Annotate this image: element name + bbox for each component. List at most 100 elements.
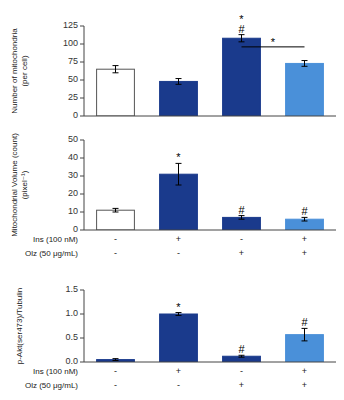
y-tick-label: 0 (73, 110, 78, 120)
error-bar (176, 163, 182, 185)
y-axis-label-line: (pixel⁻¹) (20, 170, 29, 199)
y-axis-label: p-Akt(ser473)/Tubulin (15, 288, 24, 365)
significance-mark: * (239, 13, 244, 25)
error-cap (302, 221, 308, 222)
row-cell-label: + (239, 380, 244, 390)
y-tick-label: 10 (68, 206, 78, 216)
row-cell-label: + (176, 366, 181, 376)
row-label: Olz (50 μg/mL) (25, 381, 78, 390)
row-cell-label: - (177, 248, 180, 258)
error-bar (302, 328, 308, 340)
y-tick (80, 80, 84, 81)
y-tick-label: 0.0 (65, 356, 78, 366)
y-tick (80, 158, 84, 159)
y-tick (80, 98, 84, 99)
figure: 0255075100125Number of mitochondria(per … (0, 0, 344, 400)
row-label: Ins (100 nM) (33, 235, 78, 244)
error-line (304, 217, 305, 221)
row-cell-label: - (177, 380, 180, 390)
y-axis-label: Mitochondrial Volume (count)(pixel⁻¹) (10, 133, 29, 237)
plot-area (97, 313, 324, 362)
y-axis (84, 290, 85, 362)
bar (97, 69, 135, 116)
row-cell-label: + (302, 234, 307, 244)
y-tick (80, 314, 84, 315)
error-bar (176, 79, 182, 85)
y-tick-label: 75 (68, 56, 78, 66)
y-tick-label: 0.5 (65, 332, 78, 342)
error-cap (113, 72, 119, 73)
significance-mark: * (271, 36, 276, 48)
error-bar (113, 359, 119, 361)
bar (286, 63, 324, 116)
error-line (178, 163, 179, 185)
significance-mark: * (176, 151, 181, 163)
plot-area (97, 35, 324, 116)
error-cap (239, 357, 245, 358)
y-tick-label: 0 (73, 224, 78, 234)
y-tick (80, 230, 84, 231)
error-bar (302, 217, 308, 221)
y-tick-label: 100 (63, 38, 78, 48)
bar-chart: 0.00.51.01.5p-Akt(ser473)/TubulinIns (10… (15, 284, 336, 390)
x-axis (84, 230, 336, 231)
y-axis (84, 140, 85, 230)
error-line (304, 328, 305, 340)
error-cap (113, 360, 119, 361)
error-cap (113, 358, 119, 359)
significance-mark: # (238, 343, 245, 355)
error-bar (302, 61, 308, 67)
row-cell-label: + (239, 248, 244, 258)
y-tick-label: 1.0 (65, 308, 78, 318)
error-cap (239, 41, 245, 42)
x-axis (84, 362, 336, 363)
error-line (304, 61, 305, 67)
error-line (115, 66, 116, 73)
y-tick-label: 1.5 (65, 284, 78, 294)
bar-chart: 0 10 20 30 40 50 Mitochondrial Volume (count)(… (10, 133, 336, 259)
error-cap (176, 185, 182, 186)
error-line (241, 216, 242, 220)
y-tick (80, 26, 84, 27)
bar (223, 38, 261, 116)
error-cap (176, 78, 182, 79)
y-tick-label: 50 (68, 134, 78, 144)
significance-mark: # (301, 316, 308, 328)
row-cell-label: - (240, 234, 243, 244)
error-bar (239, 355, 245, 357)
bar (160, 81, 198, 116)
error-cap (113, 65, 119, 66)
y-tick-label: 30 (68, 170, 78, 180)
error-line (115, 208, 116, 212)
error-bar (176, 313, 182, 316)
error-cap (113, 212, 119, 213)
row-cell-label: - (114, 248, 117, 258)
y-tick-label: 25 (68, 92, 78, 102)
plot-area (97, 163, 324, 230)
y-tick (80, 62, 84, 63)
y-axis-label-line: Number of mitochondria (10, 28, 19, 114)
error-cap (302, 340, 308, 341)
y-tick (80, 44, 84, 45)
y-tick (80, 176, 84, 177)
y-tick (80, 338, 84, 339)
y-tick (80, 194, 84, 195)
error-cap (302, 66, 308, 67)
bar (97, 210, 135, 230)
y-tick (80, 290, 84, 291)
error-cap (176, 315, 182, 316)
significance-mark: * (176, 301, 181, 313)
bar (286, 219, 324, 230)
row-label: Olz (50 μg/mL) (25, 249, 78, 258)
y-tick-label: 40 (68, 152, 78, 162)
y-tick-label: 20 (68, 188, 78, 198)
error-line (241, 35, 242, 42)
x-axis (84, 116, 336, 117)
y-tick (80, 362, 84, 363)
error-bar (113, 66, 119, 73)
y-axis-label-line: Mitochondrial Volume (count) (10, 133, 19, 237)
error-bar (113, 208, 119, 212)
y-axis (84, 26, 85, 116)
y-tick (80, 116, 84, 117)
y-tick (80, 140, 84, 141)
